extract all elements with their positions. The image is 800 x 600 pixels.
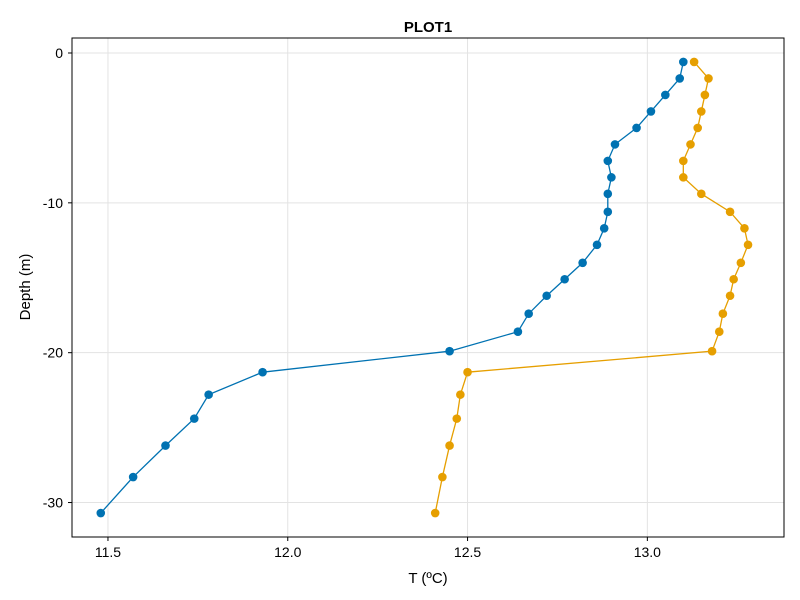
data-point xyxy=(128,472,138,482)
data-point xyxy=(693,123,702,133)
data-point xyxy=(438,472,447,482)
data-point xyxy=(661,90,670,100)
y-axis-label: Depth (m) xyxy=(17,254,34,321)
data-point xyxy=(696,189,706,199)
ticks: 11.5 12.0 12.5 13.0 0 -10 -20 -30 xyxy=(43,45,661,560)
data-point xyxy=(679,156,688,166)
plot-frame xyxy=(71,37,785,538)
data-point xyxy=(696,107,706,116)
data-point xyxy=(258,367,267,377)
series-layer xyxy=(96,57,753,518)
grid xyxy=(72,38,784,537)
series-line xyxy=(100,61,684,514)
data-point xyxy=(463,367,472,377)
data-point xyxy=(542,291,551,301)
series-2 xyxy=(430,57,753,518)
data-point xyxy=(675,74,685,83)
data-point xyxy=(740,224,749,233)
data-point xyxy=(161,441,170,450)
data-point xyxy=(456,390,465,399)
data-point xyxy=(607,173,616,182)
data-point xyxy=(679,173,688,182)
data-point xyxy=(445,441,454,450)
x-tick-label: 12.0 xyxy=(274,544,301,560)
data-point xyxy=(599,224,609,233)
x-tick-label: 13.0 xyxy=(634,544,661,560)
y-tick-label: 0 xyxy=(55,45,63,61)
data-point xyxy=(632,123,641,133)
data-point xyxy=(707,346,717,356)
data-point xyxy=(513,327,523,337)
data-point xyxy=(592,240,602,250)
y-tick-label: -20 xyxy=(43,345,63,361)
data-point xyxy=(603,189,613,199)
data-point xyxy=(718,309,728,319)
data-point xyxy=(610,140,620,149)
data-point xyxy=(430,508,440,518)
y-tick-label: -10 xyxy=(43,195,63,211)
chart-title: PLOT1 xyxy=(404,19,452,36)
data-point xyxy=(725,291,735,301)
x-tick-label: 11.5 xyxy=(95,544,121,560)
data-point xyxy=(603,156,613,166)
data-point xyxy=(560,274,569,284)
data-point xyxy=(729,274,738,284)
data-point xyxy=(689,57,699,67)
data-point xyxy=(603,207,613,217)
data-point xyxy=(445,346,454,356)
data-point xyxy=(189,414,199,423)
data-point xyxy=(725,207,735,217)
data-point xyxy=(452,414,462,423)
data-point xyxy=(96,508,106,518)
data-point xyxy=(679,57,688,67)
x-tick-label: 12.5 xyxy=(454,544,481,560)
x-axis-label: T (ºC) xyxy=(408,570,447,587)
data-point xyxy=(646,107,656,116)
series-1 xyxy=(96,57,688,518)
data-point xyxy=(524,309,533,319)
data-point xyxy=(743,240,753,250)
data-point xyxy=(204,390,213,399)
data-point xyxy=(686,140,695,149)
data-point xyxy=(736,258,746,268)
data-point xyxy=(700,90,710,100)
data-point xyxy=(578,258,587,268)
data-point xyxy=(714,327,724,337)
data-point xyxy=(704,74,713,83)
y-tick-label: -30 xyxy=(43,495,63,511)
